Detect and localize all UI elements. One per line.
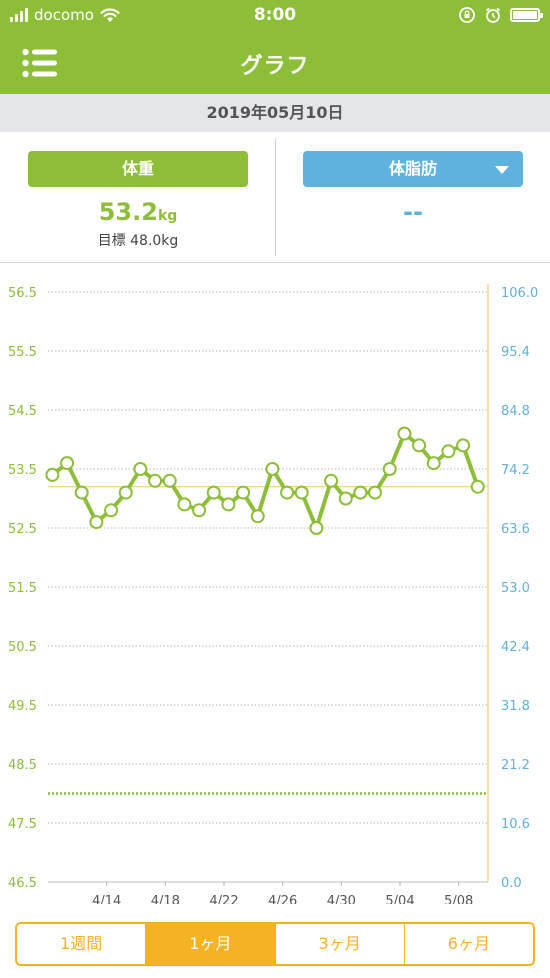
date-label: 2019年05月10日 (0, 94, 550, 132)
period-1month-button[interactable]: 1ヶ月 (145, 924, 275, 964)
weight-point (192, 503, 207, 518)
weight-point (250, 509, 265, 524)
x-tick-label: 4/18 (151, 894, 180, 904)
x-axis: 4/14 4/18 4/22 4/26 4/30 5/04 5/08 (92, 882, 473, 904)
weight-point (353, 485, 368, 500)
right-axis-tick-label: 74.2 (501, 463, 530, 478)
weight-point (162, 473, 177, 488)
status-bar: docomo 8:00 (0, 0, 550, 34)
status-right (458, 6, 543, 24)
weight-point (309, 521, 324, 535)
weight-point (74, 485, 89, 500)
weight-point (470, 479, 485, 494)
weight-chart: 56.5 55.5 54.5 53.5 52.5 51.5 50.5 49.5 48.5 47.5… (8, 284, 538, 904)
right-axis-tick-label: 31.8 (501, 699, 530, 714)
left-axis-tick-label: 47.5 (8, 817, 37, 832)
weight-series (45, 426, 485, 535)
right-axis-tick-label: 53.0 (501, 581, 530, 596)
left-axis-tick-label: 55.5 (8, 345, 37, 360)
left-axis-tick-label: 49.5 (8, 699, 37, 714)
weight-point (45, 467, 60, 482)
weight-point (456, 438, 471, 453)
x-tick-label: 5/04 (385, 894, 414, 904)
weight-point (324, 473, 339, 488)
weight-point (118, 485, 133, 500)
weight-point (236, 485, 251, 500)
battery-icon (510, 8, 543, 22)
weight-point (382, 462, 397, 476)
left-axis-tick-label: 52.5 (8, 522, 37, 537)
x-tick-label: 4/26 (268, 894, 297, 904)
page-title: グラフ (240, 54, 310, 79)
weight-point (89, 515, 104, 530)
left-axis-tick-label: 50.5 (8, 640, 37, 655)
left-axis: 56.5 55.5 54.5 53.5 52.5 51.5 50.5 49.5 48.5 47.5… (8, 286, 37, 891)
weight-point (338, 491, 353, 506)
x-tick-label: 4/30 (327, 894, 356, 904)
weight-point (412, 438, 427, 453)
right-axis-tick-label: 21.2 (501, 758, 530, 773)
x-tick-label: 4/14 (92, 894, 121, 904)
nav-bar: グラフ (0, 34, 550, 94)
weight-tab-button[interactable]: 体重 (28, 151, 248, 187)
weight-value: 53.2kg (28, 198, 248, 226)
weight-point (294, 485, 309, 500)
weight-point (280, 485, 295, 500)
x-tick-label: 5/08 (444, 894, 473, 904)
left-axis-tick-label: 54.5 (8, 404, 37, 419)
weight-point (60, 456, 75, 471)
weight-point (133, 462, 148, 476)
weight-point (104, 503, 119, 518)
fat-tab-label: 体脂肪 (388, 159, 437, 178)
signal-icon (10, 8, 28, 22)
rotation-lock-icon (459, 7, 475, 23)
period-6month-button[interactable]: 6ヶ月 (403, 924, 533, 964)
wifi-icon (100, 7, 120, 22)
alarm-icon (485, 7, 501, 23)
status-left: docomo (10, 6, 120, 24)
left-axis-tick-label: 53.5 (8, 463, 37, 478)
weight-tab-label: 体重 (121, 159, 154, 178)
weight-point (148, 473, 163, 488)
weight-point (368, 485, 383, 500)
period-3month-button[interactable]: 3ヶ月 (274, 924, 404, 964)
weight-number: 53.2 (98, 198, 158, 226)
summary-panel: 体重 53.2kg 目標 48.0kg 体脂肪 -- (0, 132, 550, 263)
right-axis-tick-label: 106.0 (501, 286, 538, 301)
left-axis-tick-label: 48.5 (8, 758, 37, 773)
weight-point (206, 485, 221, 500)
left-axis-tick-label: 56.5 (8, 286, 37, 301)
right-axis-tick-label: 84.8 (501, 404, 530, 419)
left-axis-tick-label: 51.5 (8, 581, 37, 596)
caret-down-icon (495, 166, 509, 174)
right-axis-tick-label: 10.6 (501, 817, 530, 832)
menu-icon[interactable] (22, 48, 58, 78)
period-1week-button[interactable]: 1週間 (17, 924, 146, 964)
carrier-label: docomo (34, 6, 94, 24)
weight-unit: kg (157, 208, 178, 224)
right-axis-tick-label: 42.4 (501, 640, 530, 655)
right-axis-tick-label: 0.0 (501, 876, 522, 891)
weight-point (177, 497, 192, 512)
period-selector: 1週間 1ヶ月 3ヶ月 6ヶ月 (15, 922, 535, 966)
right-axis: 106.0 95.4 84.8 74.2 63.6 53.0 42.4 31.8 21.2 10.… (501, 286, 538, 891)
left-axis-tick-label: 46.5 (8, 876, 37, 891)
x-tick-label: 4/22 (209, 894, 238, 904)
fat-value: -- (403, 198, 423, 226)
weight-point (265, 462, 280, 476)
weight-goal: 目標 48.0kg (97, 233, 179, 249)
weight-point (221, 497, 236, 512)
summary-divider (275, 138, 276, 256)
right-axis-tick-label: 63.6 (501, 522, 530, 537)
status-time: 8:00 (253, 5, 297, 25)
weight-point (441, 444, 456, 459)
fat-dropdown-button[interactable]: 体脂肪 (303, 151, 523, 187)
weight-point (426, 456, 441, 471)
reference-lines (48, 284, 489, 883)
weight-point (397, 426, 412, 441)
right-axis-tick-label: 95.4 (501, 345, 530, 360)
